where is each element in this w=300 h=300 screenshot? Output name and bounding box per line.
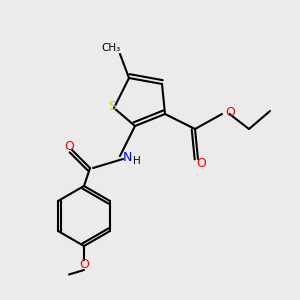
Text: O: O — [64, 140, 74, 154]
Text: O: O — [225, 106, 235, 119]
Text: O: O — [196, 157, 206, 170]
Text: H: H — [133, 156, 140, 167]
Text: O: O — [79, 257, 89, 271]
Text: S: S — [109, 100, 116, 113]
Text: N: N — [123, 151, 132, 164]
Text: CH₃: CH₃ — [101, 43, 121, 53]
